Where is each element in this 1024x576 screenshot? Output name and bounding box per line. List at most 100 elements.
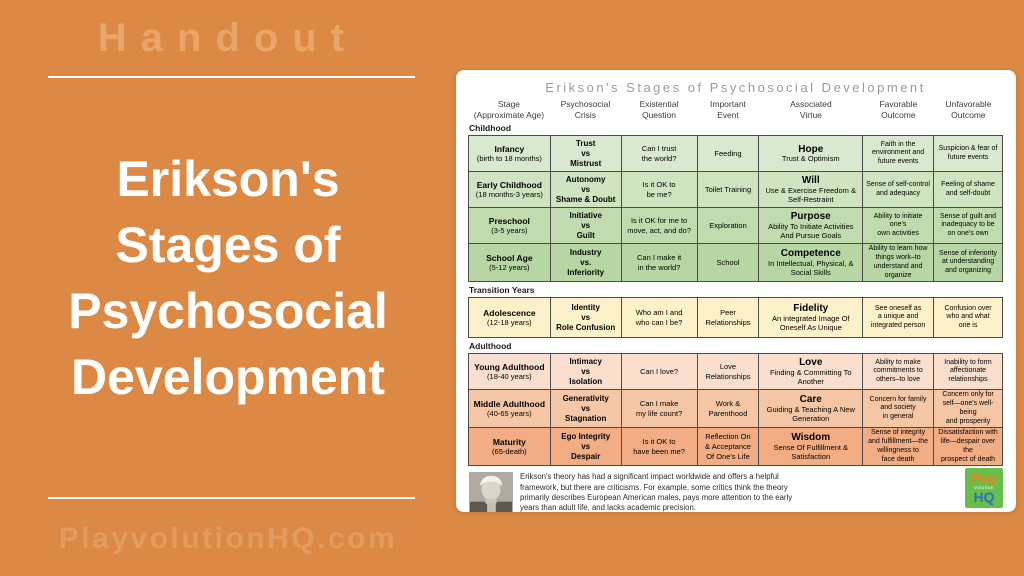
virtue-name: Care: [799, 394, 822, 406]
crisis-text: Initiative vs Guilt: [569, 210, 602, 240]
column-headers: Stage (Approximate Age) Psychosocial Cris…: [468, 99, 1003, 120]
section-label: Childhood: [469, 123, 512, 134]
crisis-text: Industry vs. Inferiority: [567, 247, 605, 277]
favorable-text: Faith in the environment and future even…: [871, 140, 925, 166]
page-title-line: Stages of: [115, 217, 341, 273]
stage-cell: Middle Adulthood (40-65 years): [468, 389, 551, 429]
favorable-outcome-cell: Sense of self-control and adequacy: [862, 171, 935, 209]
table-row: Young Adulthood (18-40 years) Intimacy vs …: [468, 353, 1003, 391]
page-title-line: Development: [71, 349, 385, 405]
question-text: Is it OK to be me?: [642, 180, 676, 199]
unfavorable-text: Inability to form affectionate relations…: [944, 358, 992, 384]
unfavorable-outcome-cell: Concern only for self—one's well-being a…: [933, 389, 1003, 429]
virtue-desc: Finding & Committing To Another: [769, 367, 852, 386]
column-header: Psychosocial Crisis: [560, 99, 611, 120]
section-label: Transition Years: [469, 285, 535, 296]
question-cell: Can I make my life count?: [620, 389, 698, 429]
table-row: Early Childhood (18 months-3 years) Autono…: [468, 171, 1003, 209]
section-label: Adulthood: [469, 341, 512, 352]
unfavorable-text: Sense of guilt and inadequacy to be on o…: [940, 212, 997, 238]
event-cell: Love Relationships: [696, 353, 760, 391]
page-title-line: Erikson's: [116, 151, 340, 207]
stage-name: Preschool: [488, 216, 530, 227]
question-cell: Can I make it in the world?: [620, 243, 698, 283]
stage-age: (65-death): [492, 447, 527, 457]
stage-age: (5-12 years): [489, 263, 530, 273]
virtue-desc: Sense Of Fulfillment & Satisfaction: [773, 442, 849, 461]
stage-name: Adolescence: [483, 308, 536, 319]
unfavorable-text: Confusion over who and what one is: [944, 304, 992, 330]
crisis-cell: Initiative vs Guilt: [549, 207, 622, 245]
virtue-desc: Trust & Optimism: [781, 154, 840, 164]
event-text: Exploration: [709, 220, 747, 230]
virtue-desc: In Intellectual, Physical, & Social Skil…: [768, 258, 854, 277]
unfavorable-text: Dissatisfaction with life—despair over t…: [938, 429, 998, 463]
stage-cell: School Age (5-12 years): [468, 243, 551, 283]
column-header: Important Event: [710, 99, 746, 120]
handout-card: Erikson's Stages of Psychosocial Develop…: [456, 70, 1016, 512]
unfavorable-outcome-cell: Sense of inferiority at understanding an…: [933, 243, 1003, 283]
event-cell: Work & Parenthood: [696, 389, 760, 429]
event-cell: Toilet Training: [696, 171, 760, 209]
favorable-text: Ability to make commitments to others–to…: [873, 358, 923, 384]
question-text: Can I love?: [640, 366, 679, 376]
favorable-text: Sense of self-control and adequacy: [866, 181, 930, 197]
crisis-text: Generativity vs Stagnation: [562, 393, 609, 423]
stage-age: (18-40 years): [487, 372, 532, 382]
crisis-cell: Identity vs Role Confusion: [549, 297, 622, 339]
crisis-text: Autonomy vs Shame & Doubt: [555, 174, 616, 204]
question-text: Can I make it in the world?: [637, 253, 682, 272]
divider-top: [48, 76, 415, 78]
footer-note: Erikson's theory has had a significant i…: [520, 472, 793, 512]
crisis-cell: Autonomy vs Shame & Doubt: [549, 171, 622, 209]
favorable-outcome-cell: Faith in the environment and future even…: [862, 135, 935, 173]
virtue-name: Will: [801, 175, 820, 187]
virtue-cell: Will Use & Exercise Freedom & Self-Restra…: [758, 171, 864, 209]
crisis-cell: Generativity vs Stagnation: [549, 389, 622, 429]
question-cell: Is it OK for me to move, act, and do?: [620, 207, 698, 245]
website-url: PlayvolutionHQ.com: [58, 522, 398, 555]
stage-name: Maturity: [492, 437, 526, 448]
event-text: Feeding: [714, 148, 742, 158]
stage-age: (3-5 years): [491, 226, 528, 236]
stage-cell: Infancy (birth to 18 months): [468, 135, 551, 173]
stages-table: Young Adulthood (18-40 years) Intimacy vs …: [468, 353, 1003, 467]
table-row: Maturity (65-death) Ego Integrity vs Despa…: [468, 427, 1003, 467]
erikson-portrait-photo: [469, 472, 513, 512]
virtue-cell: Purpose Ability To Initiate Activities An…: [758, 207, 864, 245]
question-cell: Who am I and who can I be?: [620, 297, 698, 339]
table-row: Infancy (birth to 18 months) Trust vs Mist…: [468, 135, 1003, 173]
virtue-name: Wisdom: [791, 432, 831, 444]
card-footer: Erikson's theory has had a significant i…: [468, 468, 1003, 512]
question-cell: Is it OK to be me?: [620, 171, 698, 209]
column-header: Favorable Outcome: [879, 99, 918, 120]
event-cell: Feeding: [696, 135, 760, 173]
table-row: Middle Adulthood (40-65 years) Generativit…: [468, 389, 1003, 429]
left-panel: Handout Erikson's Stages of Psychosocial…: [0, 0, 456, 576]
event-text: Work & Parenthood: [708, 399, 748, 418]
page-title-line: Psychosocial: [68, 283, 388, 339]
favorable-text: See oneself as a unique and integrated p…: [870, 304, 926, 330]
kicker-label: Handout: [97, 16, 359, 60]
favorable-outcome-cell: Concern for family and society in genera…: [862, 389, 935, 429]
event-cell: Peer Relationships: [696, 297, 760, 339]
question-cell: Is it OK to have been me?: [620, 427, 698, 467]
favorable-outcome-cell: Ability to make commitments to others–to…: [862, 353, 935, 391]
virtue-desc: Use & Exercise Freedom & Self-Restraint: [765, 185, 856, 204]
virtue-desc: Guiding & Teaching A New Generation: [766, 404, 855, 423]
favorable-outcome-cell: See oneself as a unique and integrated p…: [862, 297, 935, 339]
virtue-name: Hope: [798, 143, 824, 155]
event-cell: Reflection On & Acceptance Of One's Life: [696, 427, 760, 467]
crisis-text: Ego Integrity vs Despair: [561, 431, 611, 461]
crisis-cell: Industry vs. Inferiority: [549, 243, 622, 283]
stage-sections: Childhood Infancy (birth to 18 months) Trus…: [468, 123, 1003, 467]
favorable-text: Ability to learn how things work–to unde…: [868, 245, 928, 279]
stage-cell: Young Adulthood (18-40 years): [468, 353, 551, 391]
question-text: Can I make my life count?: [635, 399, 683, 418]
crisis-cell: Ego Integrity vs Despair: [549, 427, 622, 467]
virtue-name: Love: [799, 357, 823, 369]
virtue-cell: Wisdom Sense Of Fulfillment & Satisfactio…: [758, 427, 864, 467]
virtue-name: Competence: [780, 248, 841, 260]
event-text: Love Relationships: [705, 362, 751, 381]
event-cell: Exploration: [696, 207, 760, 245]
